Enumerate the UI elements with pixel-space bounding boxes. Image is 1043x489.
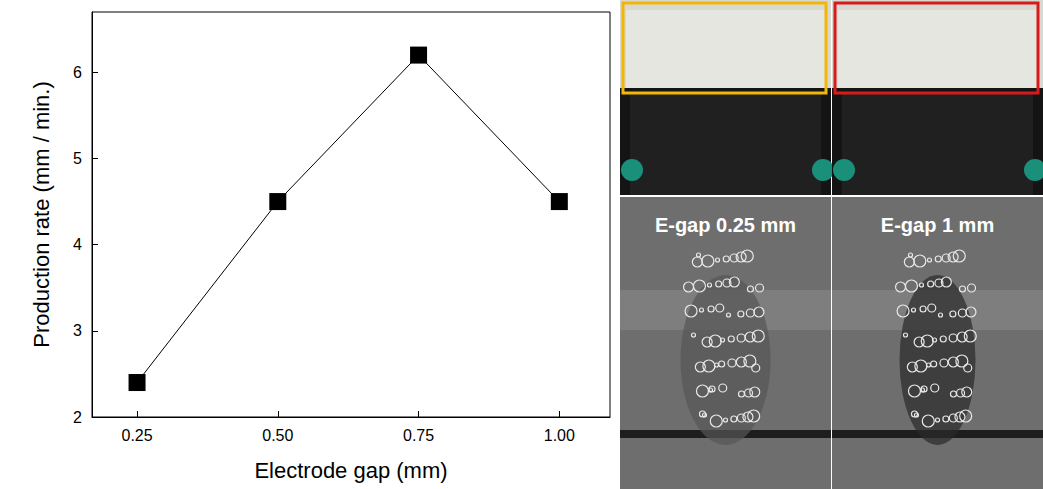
svg-text:Production rate (mm / min.): Production rate (mm / min.) bbox=[29, 81, 54, 348]
svg-text:2: 2 bbox=[73, 409, 82, 426]
svg-text:4: 4 bbox=[73, 236, 82, 253]
svg-text:0.25: 0.25 bbox=[121, 427, 152, 444]
svg-text:0.75: 0.75 bbox=[403, 427, 434, 444]
svg-text:5: 5 bbox=[73, 150, 82, 167]
svg-text:Electrode gap (mm): Electrode gap (mm) bbox=[254, 458, 447, 483]
svg-text:0.50: 0.50 bbox=[262, 427, 293, 444]
svg-text:3: 3 bbox=[73, 322, 82, 339]
svg-text:6: 6 bbox=[73, 64, 82, 81]
svg-text:E-gap 0.25 mm: E-gap 0.25 mm bbox=[655, 214, 796, 236]
svg-text:1.00: 1.00 bbox=[544, 427, 575, 444]
svg-text:E-gap 1 mm: E-gap 1 mm bbox=[881, 214, 994, 236]
